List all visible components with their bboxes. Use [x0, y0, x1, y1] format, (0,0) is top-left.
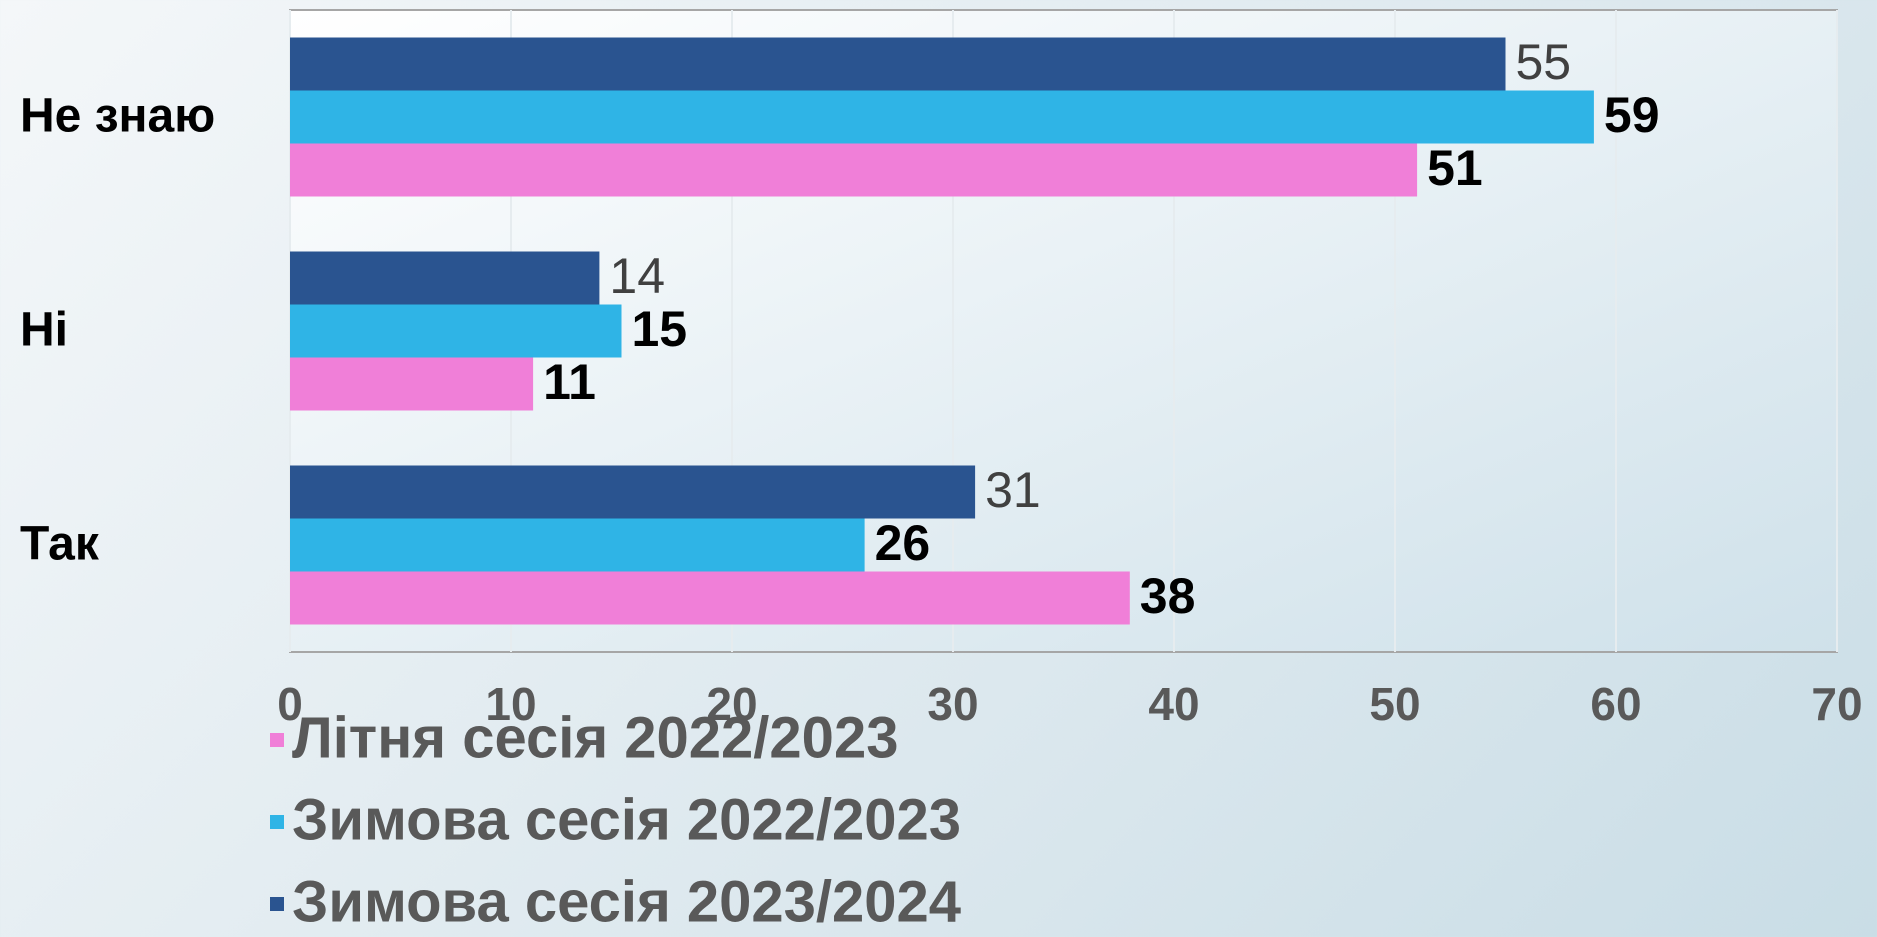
- y-tick-label: Так: [20, 518, 100, 571]
- x-tick-label: 0: [277, 678, 303, 730]
- data-label: 51: [1427, 140, 1483, 196]
- bar: [290, 357, 534, 411]
- legend-marker: [270, 815, 284, 829]
- legend-label: Зимова сесія 2023/2024: [292, 869, 961, 934]
- bar: [290, 90, 1594, 144]
- x-tick-label: 30: [927, 678, 978, 730]
- data-label: 38: [1140, 568, 1196, 624]
- bar: [290, 571, 1130, 625]
- x-tick-label: 20: [706, 678, 757, 730]
- x-tick-label: 10: [485, 678, 536, 730]
- legend-marker: [270, 733, 284, 747]
- data-label: 55: [1516, 34, 1572, 90]
- legend-label: Зимова сесія 2022/2023: [292, 787, 961, 852]
- legend-marker: [270, 897, 284, 911]
- data-label: 11: [543, 354, 596, 410]
- x-tick-label: 40: [1148, 678, 1199, 730]
- data-label: 14: [609, 248, 665, 304]
- bar: [290, 251, 600, 305]
- data-label: 31: [985, 462, 1041, 518]
- data-label: 26: [875, 515, 931, 571]
- bar: [290, 143, 1418, 197]
- bar: [290, 37, 1506, 91]
- x-tick-label: 60: [1590, 678, 1641, 730]
- x-tick-label: 70: [1811, 678, 1862, 730]
- data-label: 15: [632, 301, 688, 357]
- bar: [290, 304, 622, 358]
- x-tick-label: 50: [1369, 678, 1420, 730]
- data-label: 59: [1604, 87, 1660, 143]
- y-tick-label: Ні: [20, 304, 68, 357]
- bar: [290, 465, 976, 519]
- legend-label: Літня сесія 2022/2023: [292, 705, 898, 770]
- y-tick-label: Не знаю: [20, 90, 215, 143]
- bar: [290, 518, 865, 572]
